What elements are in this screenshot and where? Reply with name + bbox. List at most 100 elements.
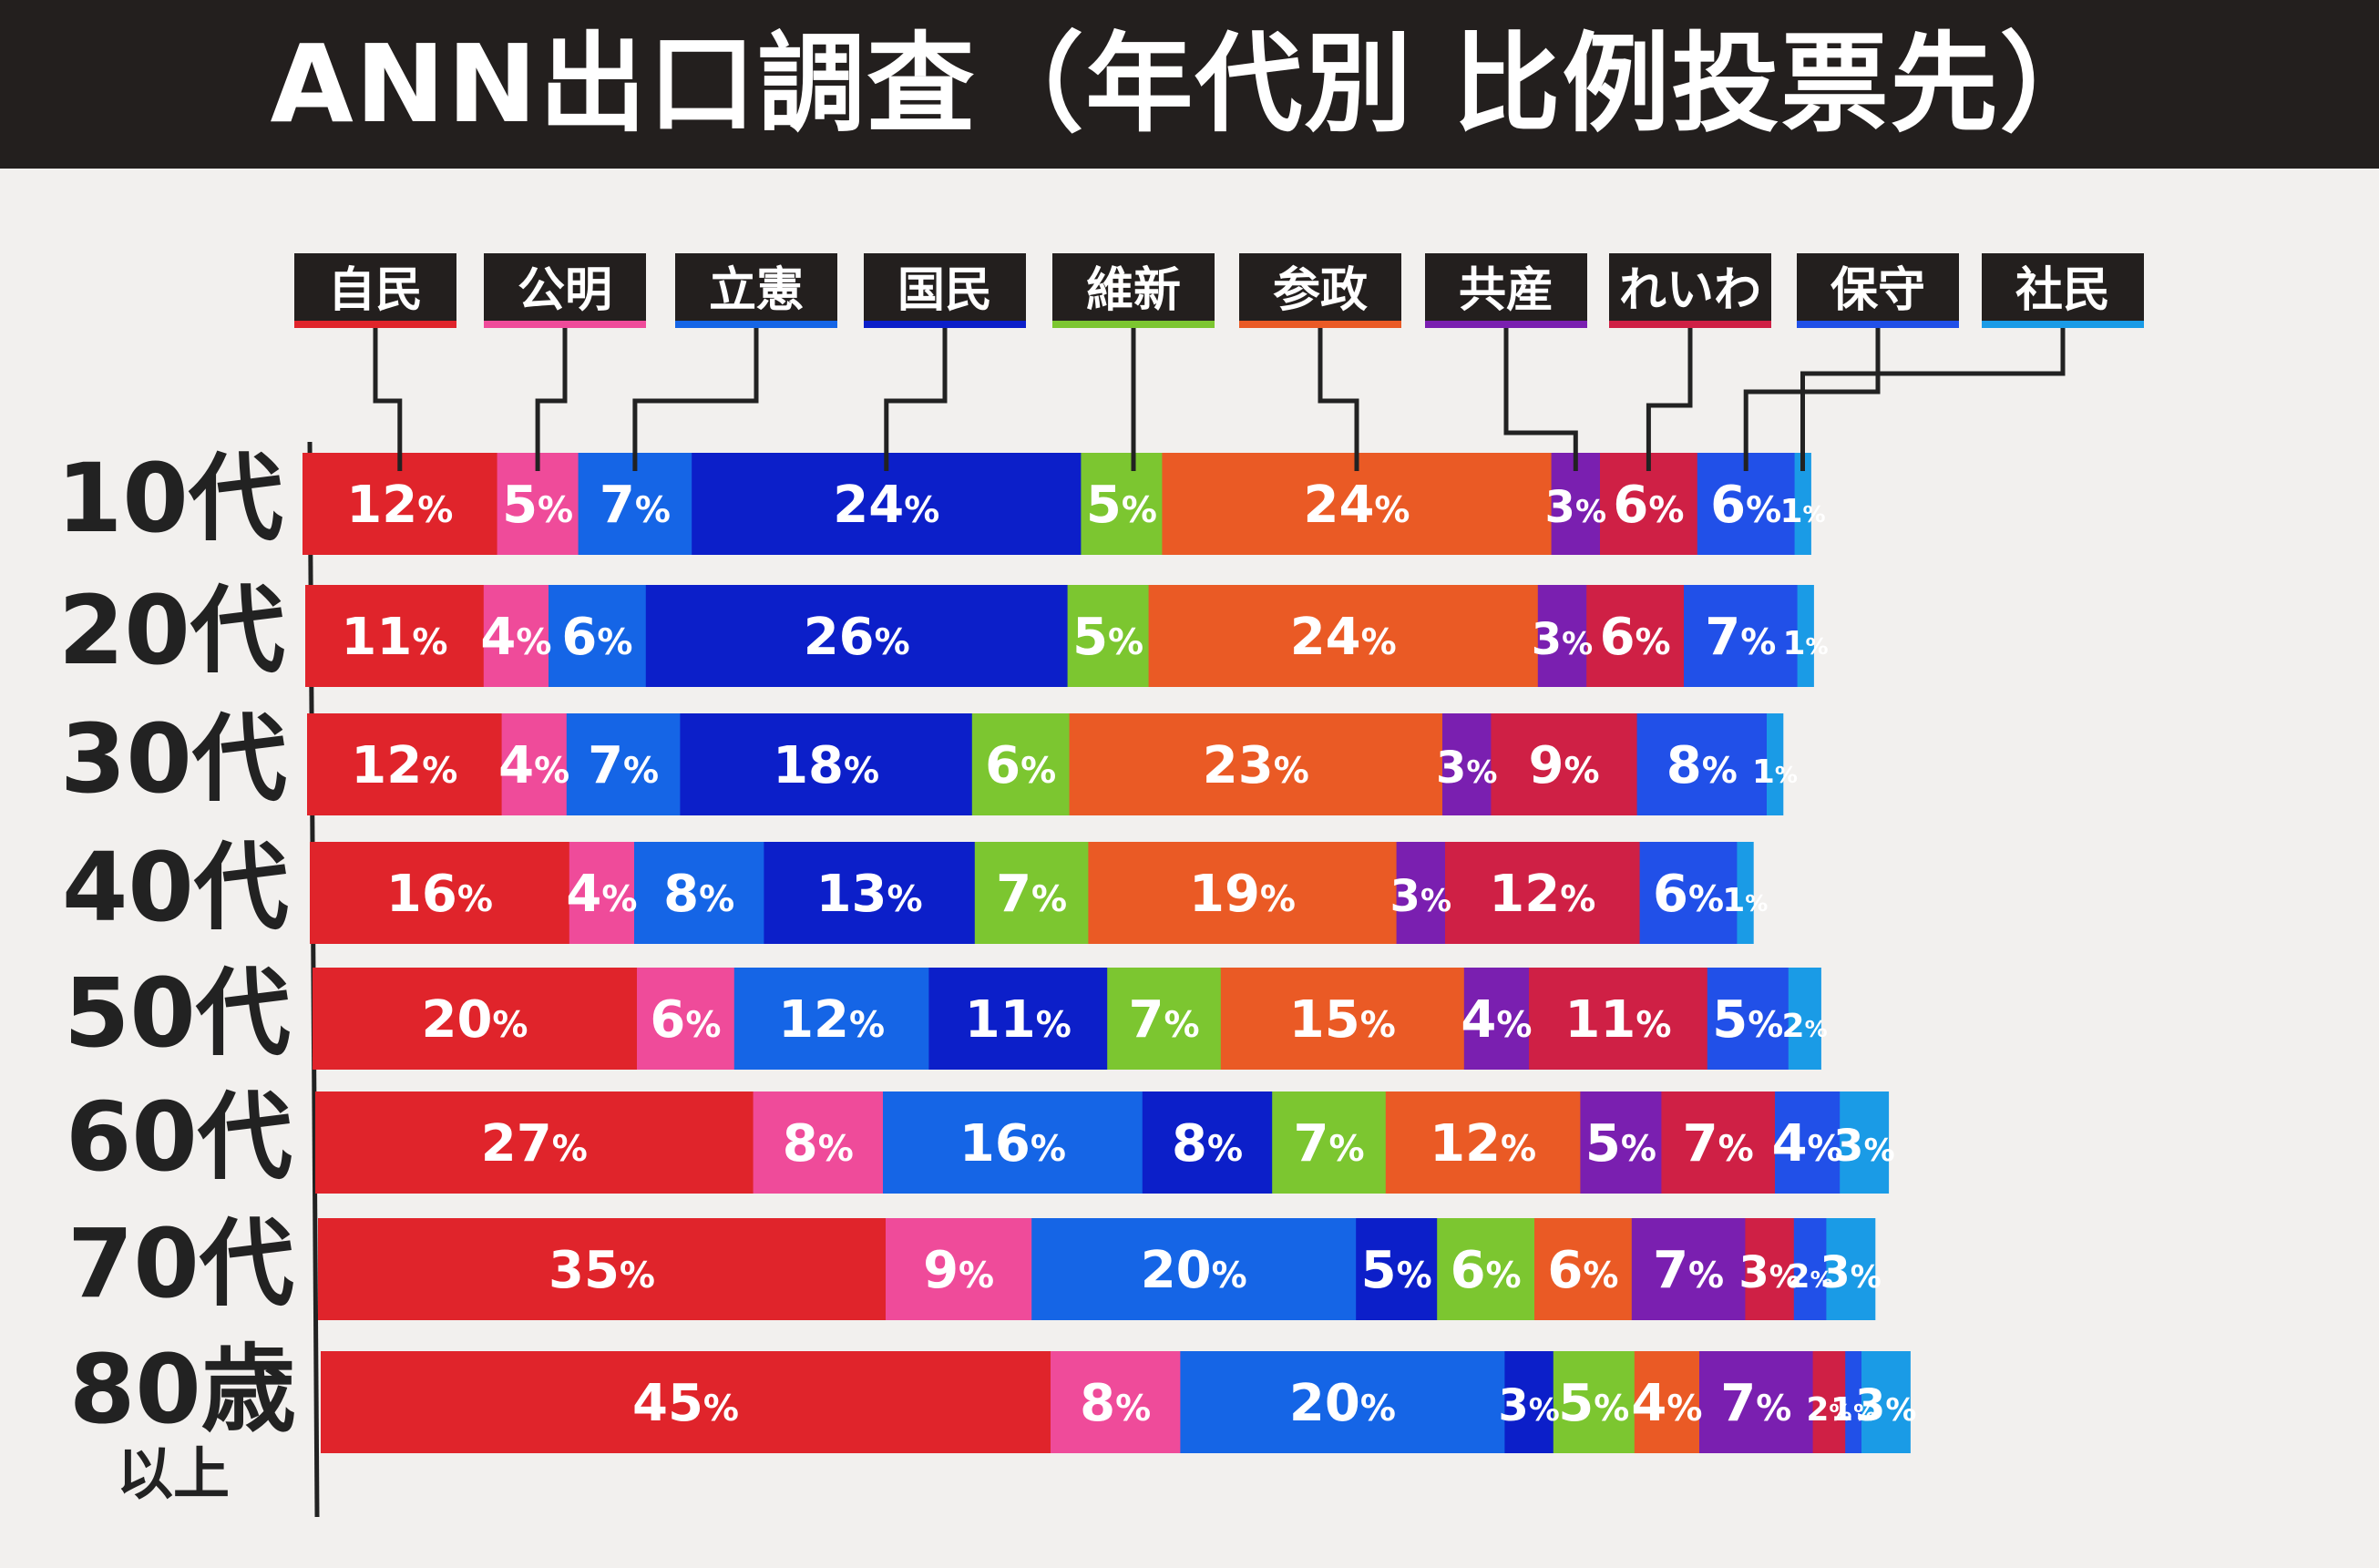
data-label: 19% [1189, 865, 1296, 924]
data-label: 1% [1722, 882, 1768, 919]
bar-row: 20% 6% 12% 11% 7% 15% 4% 11% 5%2% [313, 968, 1828, 1070]
bar-segment [1272, 1091, 1387, 1194]
data-label: 9% [1528, 736, 1599, 795]
bar-segment [1699, 1351, 1814, 1453]
category-label: 20代 [58, 575, 285, 686]
bar-segment [1442, 713, 1492, 815]
bar-segment [1437, 1218, 1535, 1320]
data-label: 7% [1128, 990, 1199, 1050]
data-label: 3% [1436, 743, 1497, 794]
data-label: 3% [1738, 1247, 1800, 1298]
bar-segment [1491, 713, 1638, 815]
category-sublabel: 以上 [117, 1440, 231, 1507]
bar-segment [883, 1091, 1143, 1194]
data-label: 3% [1855, 1380, 1916, 1431]
data-label: 12% [778, 990, 885, 1050]
bar-segment [1504, 1351, 1554, 1453]
data-label: 6% [1653, 865, 1724, 924]
bar-segment [501, 713, 568, 815]
legend-label: 共産 [1425, 253, 1587, 328]
bar-segment [1445, 842, 1641, 944]
bar-segment [1812, 1351, 1846, 1453]
legend-leader-line [373, 328, 403, 471]
legend-leader-line [1318, 328, 1359, 471]
bar-segment [1107, 968, 1222, 1070]
bar-segment [1661, 1091, 1776, 1194]
data-label: 8% [1080, 1374, 1151, 1433]
data-label: 20% [1141, 1241, 1247, 1300]
bar-segment [321, 1351, 1051, 1453]
bar-row: 45% 8% 20% 3%5% 4% 7% 2%1%3% [321, 1351, 1916, 1453]
bar-segment [1586, 585, 1685, 687]
bar-segment [1636, 713, 1768, 815]
data-label: 7% [600, 476, 671, 535]
data-label: 26% [804, 608, 910, 667]
bar-row: 27% 8% 16% 8% 7% 12% 5% 7% 4%3% [315, 1091, 1895, 1194]
bar-segment [645, 585, 1069, 687]
bar-segment [1031, 1218, 1357, 1320]
data-label: 6% [1600, 608, 1671, 667]
data-label: 8% [1172, 1114, 1243, 1173]
data-label: 8% [1666, 736, 1738, 795]
bar-segment [1069, 713, 1443, 815]
bar-segment [1385, 1091, 1581, 1194]
legend-label: 立憲 [675, 253, 837, 328]
data-label: 24% [833, 476, 939, 535]
data-label: 6% [650, 990, 721, 1050]
category-label: 80歳 [69, 1334, 296, 1445]
bar-segment [1797, 585, 1814, 687]
data-label: 6% [985, 736, 1056, 795]
bar-segment [1845, 1351, 1862, 1453]
bar-segment [1631, 1218, 1746, 1320]
legend-label: 公明 [484, 253, 646, 328]
data-label: 11% [965, 990, 1072, 1050]
bar-row: 12% 5% 7% 24% 5% 24% 3% 6% 6%1% [303, 453, 1826, 555]
bar-segment [1051, 1351, 1181, 1453]
category-label: 50代 [64, 958, 291, 1069]
bar-segment [307, 713, 503, 815]
bar-segment [1220, 968, 1465, 1070]
data-label: 2% [1806, 1391, 1851, 1429]
bar-segment [1537, 585, 1587, 687]
bar-segment [1580, 1091, 1662, 1194]
bar-segment [1861, 1351, 1911, 1453]
bar-segment [1634, 1351, 1700, 1453]
bar-segment [1463, 968, 1530, 1070]
bar-segment [1745, 1218, 1795, 1320]
data-label: 8% [783, 1114, 854, 1173]
category-label: 30代 [60, 703, 287, 815]
bar-segment [569, 842, 635, 944]
data-label: 9% [923, 1241, 994, 1300]
bar-segment [318, 1218, 887, 1320]
data-label: 6% [561, 608, 632, 667]
data-label: 11% [1564, 990, 1671, 1050]
data-label: 4% [1631, 1374, 1702, 1433]
legend-leader-line [535, 328, 568, 471]
bar-segment [1707, 968, 1789, 1070]
bar-segment [753, 1091, 884, 1194]
data-label: 12% [346, 476, 453, 535]
data-label: 3% [1532, 614, 1593, 665]
bar-segment [1180, 1351, 1505, 1453]
bar-segment [1553, 1351, 1636, 1453]
bar-segment [634, 842, 764, 944]
data-label: 20% [1289, 1374, 1396, 1433]
bar-segment [549, 585, 647, 687]
data-label: 45% [632, 1374, 739, 1433]
data-label: 4% [480, 608, 551, 667]
bar-segment [1396, 842, 1446, 944]
data-label: 3% [1820, 1247, 1881, 1298]
legend-leader-line [1800, 328, 2066, 471]
data-label: 18% [773, 736, 879, 795]
legend-leader-line [632, 328, 759, 471]
bar-segment [483, 585, 549, 687]
data-label: 6% [1710, 476, 1781, 535]
bar-segment [1684, 585, 1799, 687]
data-label: 4% [1461, 990, 1532, 1050]
bar-segment [1826, 1218, 1876, 1320]
data-label: 1% [1830, 1391, 1876, 1429]
bar-segment [566, 713, 681, 815]
legend-label: 保守 [1797, 253, 1959, 328]
legend-label: 社民 [1982, 253, 2144, 328]
